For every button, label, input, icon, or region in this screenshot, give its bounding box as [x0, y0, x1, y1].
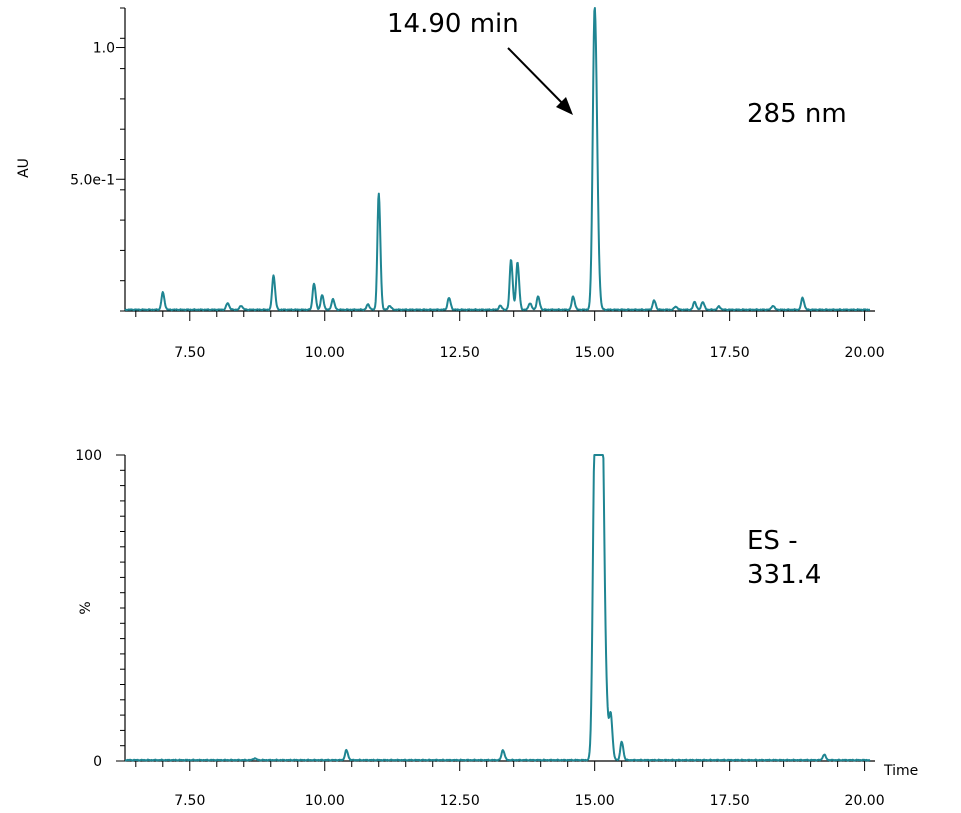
- ms-x-tick-label: 15.00: [575, 793, 615, 809]
- uv-axes: 1.0 5.0e-1 7.50 10.00 12.50 15.00 17.50 20.00: [70, 7, 885, 361]
- ms-axes: 100 0 7.50 10.00 12.50 15.00 17.50 20.00: [75, 448, 884, 809]
- uv-x-tick-label: 7.50: [174, 345, 205, 361]
- uv-y-tick-label: 1.0: [93, 41, 115, 57]
- uv-x-tick-label: 12.50: [440, 345, 480, 361]
- ms-y-tick-label: 0: [93, 754, 102, 770]
- ms-y-axis-label: %: [78, 601, 94, 614]
- ms-x-tick-label: 20.00: [845, 793, 885, 809]
- uv-trace-line: [124, 7, 871, 312]
- ionization-mode-annotation: ES -: [747, 526, 798, 556]
- time-axis-label: Time: [883, 763, 918, 779]
- ms-chart-panel: 100 0 7.50 10.00 12.50 15.00 17.50 20.00 % Time…: [75, 448, 918, 809]
- mass-annotation: 331.4: [747, 560, 821, 590]
- wavelength-annotation: 285 nm: [747, 99, 847, 129]
- ms-trace-line: [124, 454, 871, 762]
- retention-time-annotation: 14.90 min: [387, 9, 519, 39]
- ms-x-tick-label: 10.00: [305, 793, 345, 809]
- uv-chart-panel: 1.0 5.0e-1 7.50 10.00 12.50 15.00 17.50 20.00 A…: [16, 7, 885, 361]
- uv-y-axis-label: AU: [16, 158, 32, 178]
- uv-x-tick-label: 20.00: [845, 345, 885, 361]
- ms-y-tick-label: 100: [75, 448, 102, 464]
- retention-time-arrow: [507, 47, 573, 115]
- ms-x-tick-label: 17.50: [710, 793, 750, 809]
- uv-x-tick-label: 10.00: [305, 345, 345, 361]
- ms-x-tick-label: 7.50: [174, 793, 205, 809]
- uv-y-tick-label: 5.0e-1: [70, 172, 115, 188]
- uv-x-tick-label: 17.50: [710, 345, 750, 361]
- uv-x-tick-label: 15.00: [575, 345, 615, 361]
- ms-x-tick-label: 12.50: [440, 793, 480, 809]
